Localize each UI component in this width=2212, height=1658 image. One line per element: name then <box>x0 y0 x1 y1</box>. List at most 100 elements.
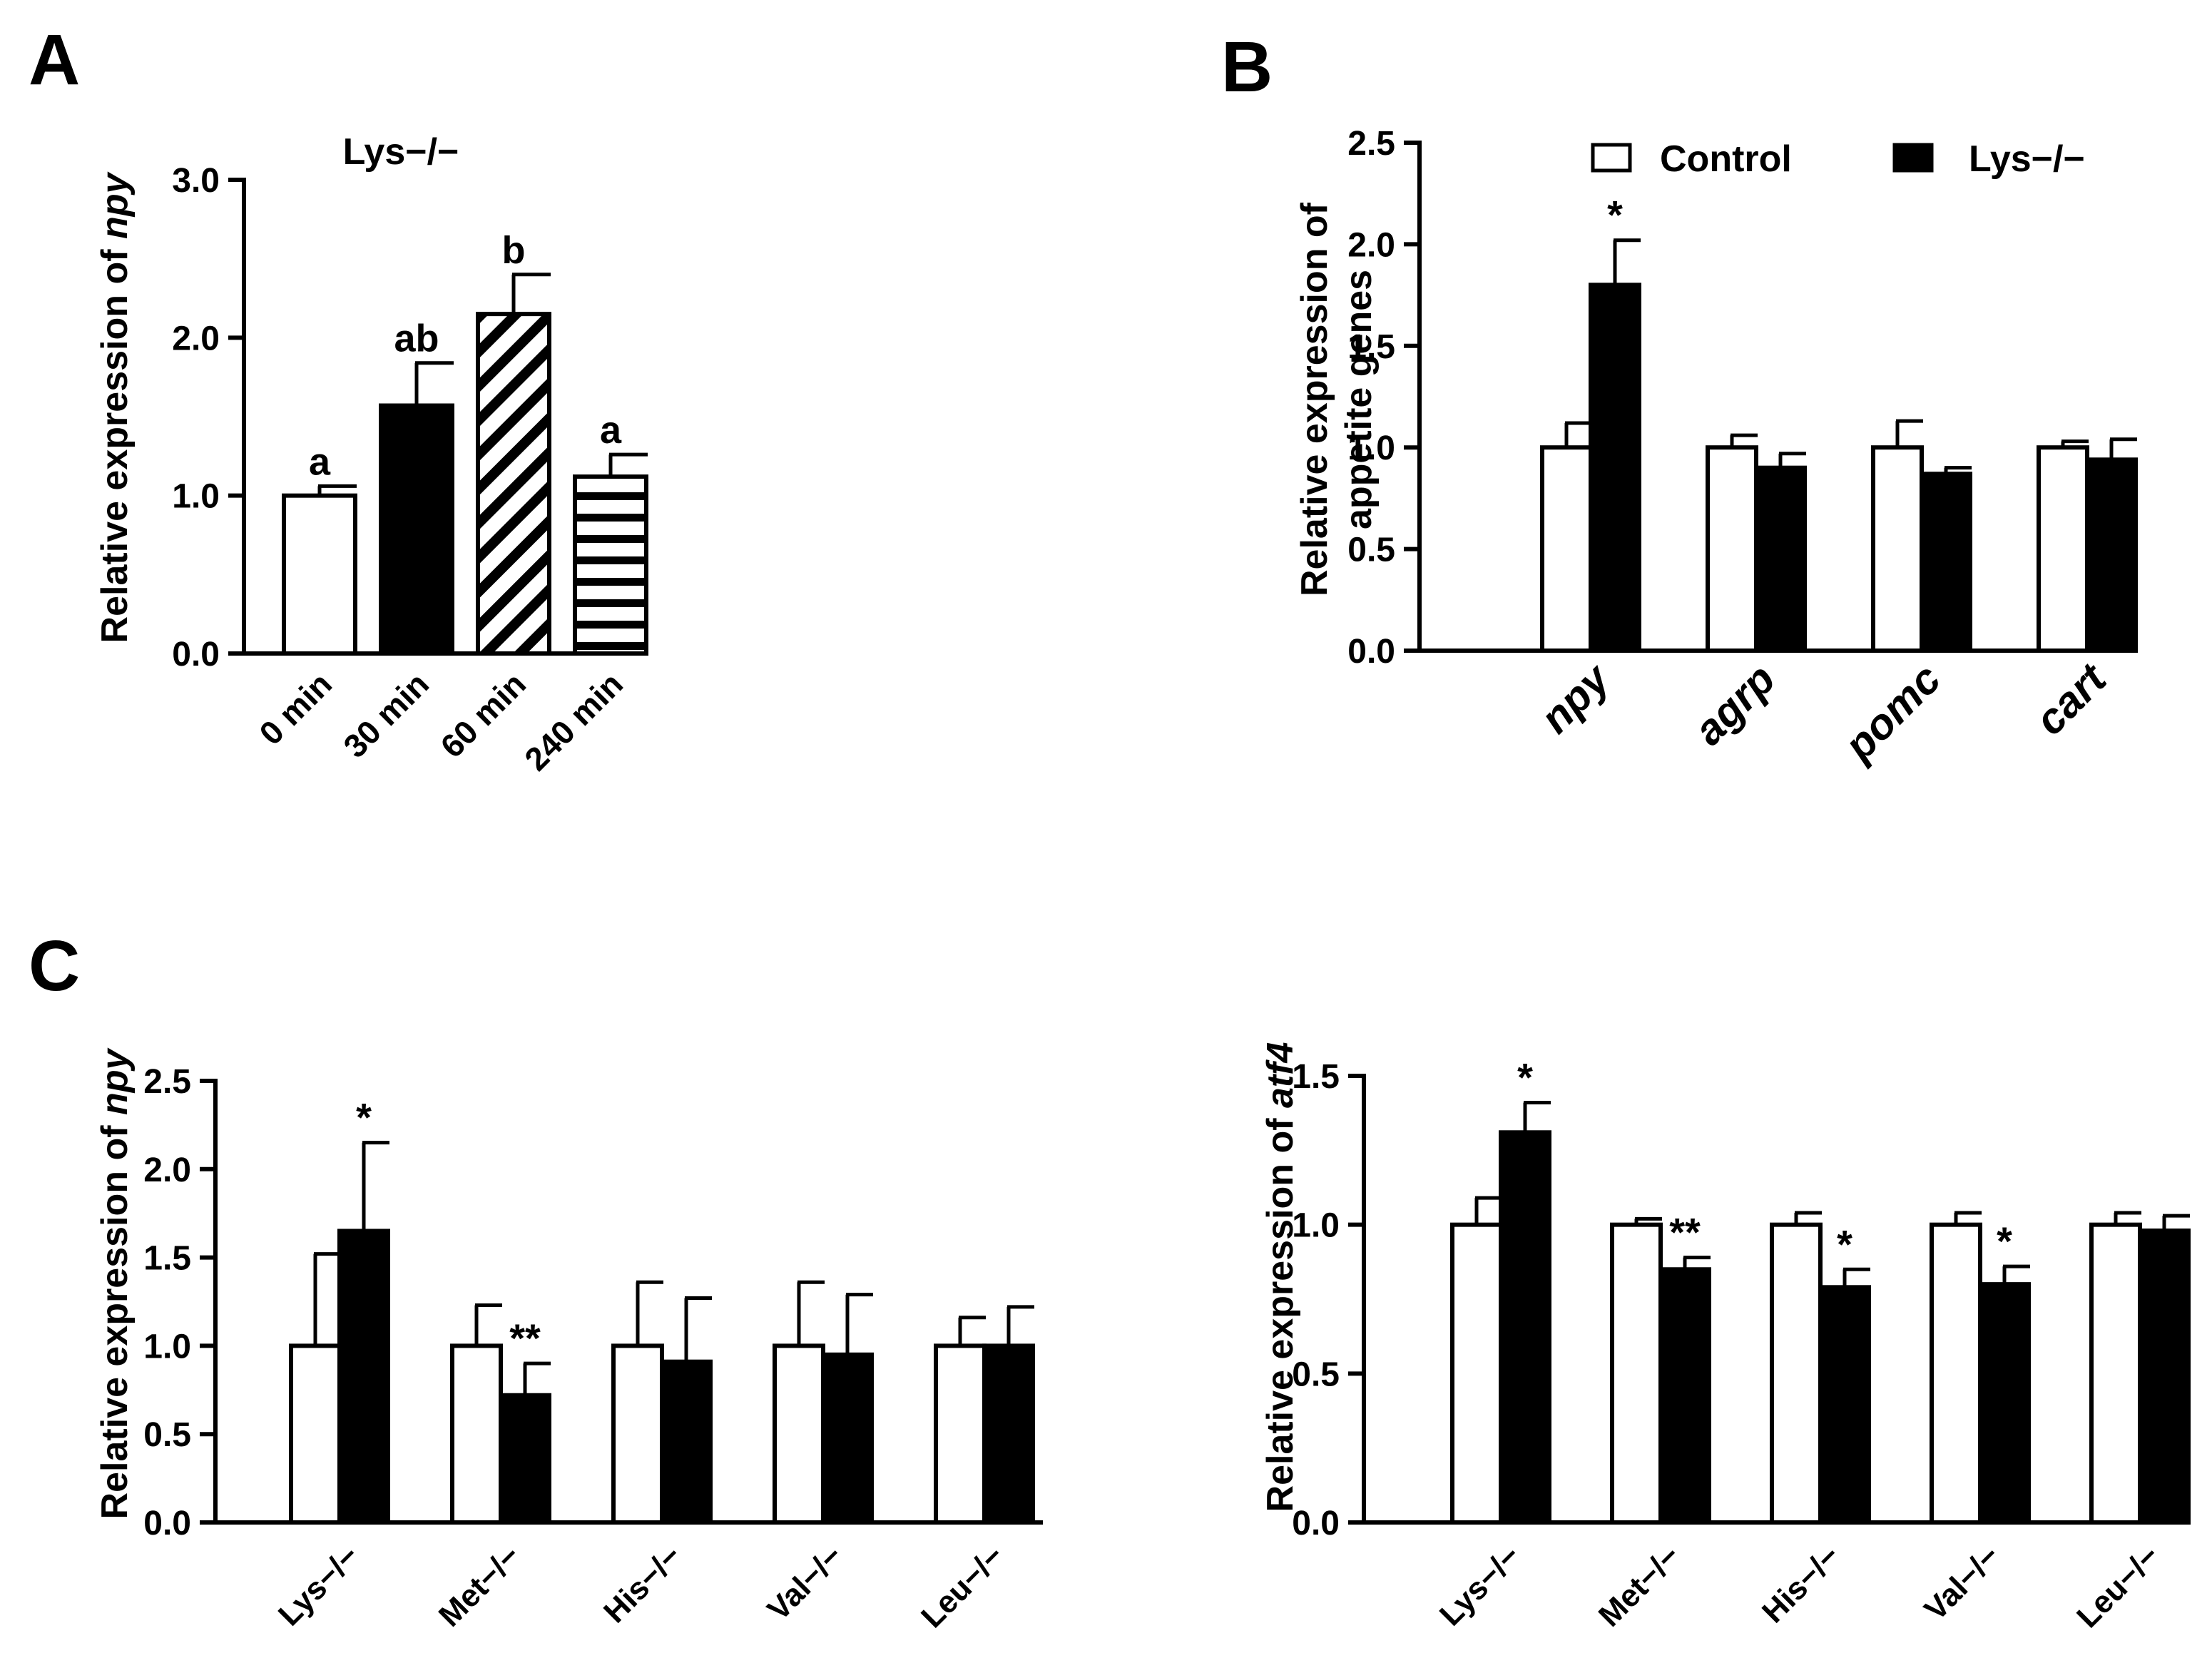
panel-c1-bar <box>289 1343 342 1525</box>
panel-b-ylabel-line2: appetite genes <box>1338 270 1380 529</box>
panel-c1-plot: 0.0 0.5 1.0 1.5 2.0 2.5 * Lys−/− ** Met−/− His−/− V… <box>143 1063 1043 1634</box>
panel-c1-y-tick-label: 1.0 <box>143 1328 191 1365</box>
panel-b-bar <box>2085 457 2138 653</box>
panel-c1-bar <box>821 1352 874 1525</box>
panel-c1-y-tick-label: 1.5 <box>143 1240 191 1278</box>
panel-a-y-tick-label: 2.0 <box>172 320 220 357</box>
panel-a-y-tick-label: 1.0 <box>172 478 220 516</box>
panel-c1-y-tick-label: 0.5 <box>143 1416 191 1454</box>
panel-b-x-tick-label: pomc <box>1834 655 1949 770</box>
panel-a-annotation: a <box>600 409 622 452</box>
panel-b-y-tick-label: 2.5 <box>1347 125 1395 163</box>
panel-c2-annotation: * <box>1837 1221 1852 1266</box>
panel-b: B Relative expression ofappetite genes C… <box>1221 27 2138 770</box>
panel-c1-x-tick-label: Lys−/− <box>272 1538 366 1632</box>
panel-a-annotation: ab <box>394 317 439 360</box>
panel-c1-bar <box>337 1229 390 1525</box>
panel-b-y-tick-label: 1.0 <box>1347 429 1395 467</box>
panel-c1-annotation: ** <box>509 1316 541 1361</box>
panel-b-bar <box>1754 465 1807 653</box>
panel-a-ylabel: Relative expression of npy <box>94 171 136 643</box>
panel-b-plot: 0.0 0.5 1.0 1.5 2.0 2.5 * npy agrp pomc cart <box>1347 125 2138 770</box>
panel-c2-plot: 0.0 0.5 1.0 1.5 * Lys−/− ** Met−/− * His−/− * Val−/… <box>1292 1055 2191 1634</box>
panel-c2-bar <box>1610 1222 1663 1525</box>
panel-a: A Lys−/− Relative expression of npy 0.0 1… <box>29 20 648 778</box>
panel-c2-bar <box>1450 1222 1503 1525</box>
panel-a-y-tick-label: 0.0 <box>172 636 220 673</box>
panel-c2-x-tick-label: Val−/− <box>1917 1538 2007 1627</box>
legend-swatch-lys <box>1892 143 1934 173</box>
panel-c1-y-tick-label: 0.0 <box>143 1505 191 1542</box>
panel-b-y-tick-label: 2.0 <box>1347 226 1395 264</box>
panel-c1-bar <box>934 1343 987 1525</box>
panel-b-x-tick-label: agrp <box>1685 655 1784 754</box>
panel-b-bar <box>1540 445 1593 653</box>
panel-c1: C Relative expression of npy 0.0 0.5 1.0 1.… <box>29 926 1043 1634</box>
panel-b-x-tick-label: npy <box>1531 653 1620 743</box>
panel-c2-bar <box>1770 1222 1823 1525</box>
panel-c2-x-tick-label: His−/− <box>1755 1538 1847 1629</box>
panel-c2-y-tick-label: 1.0 <box>1292 1207 1340 1245</box>
panel-c2-bar <box>1978 1282 2031 1525</box>
panel-c2-ylabel: Relative expression of atf4 <box>1260 1042 1301 1512</box>
panel-a-annotation: a <box>309 440 331 483</box>
panel-b-y-tick-label: 0.5 <box>1347 532 1395 569</box>
panel-b-ylabel-line1: Relative expression of <box>1294 202 1335 596</box>
panel-c2-y-tick-label: 0.0 <box>1292 1505 1340 1542</box>
panel-c1-bar <box>773 1343 825 1525</box>
panel-c2-annotation: ** <box>1669 1210 1701 1255</box>
panel-a-y-tick-label: 3.0 <box>172 162 220 200</box>
panel-a-x-tick-label: 240 min <box>517 665 630 778</box>
panel-c1-x-tick-label: Met−/− <box>432 1538 527 1633</box>
panel-a-bar <box>573 474 648 656</box>
panel-c2-y-tick-label: 0.5 <box>1292 1356 1340 1393</box>
panel-b-ylabel: Relative expression ofappetite genes <box>1294 202 1380 596</box>
panel-c2-x-tick-label: Met−/− <box>1592 1538 1687 1633</box>
panel-c1-x-tick-label: Leu−/− <box>914 1538 1011 1634</box>
panel-c1-bar <box>660 1359 713 1525</box>
panel-c2-bar <box>1499 1130 1551 1525</box>
panel-c2-annotation: * <box>1997 1219 2012 1263</box>
legend-swatch-control <box>1591 143 1632 173</box>
panel-a-x-tick-label: 0 min <box>252 665 339 752</box>
panel-c1-bar <box>450 1343 503 1525</box>
panel-b-bar <box>1589 283 1641 653</box>
panel-c2-bar <box>1658 1267 1711 1525</box>
panel-b-y-tick-label: 1.5 <box>1347 328 1395 366</box>
legend-label-lys: Lys−/− <box>1969 138 2085 180</box>
panel-b-legend: Control Lys−/− <box>1591 138 2085 180</box>
panel-c1-x-tick-label: His−/− <box>597 1538 688 1629</box>
panel-c2-x-tick-label: Lys−/− <box>1433 1538 1527 1632</box>
panel-a-bar <box>379 403 454 656</box>
panel-c2-bar <box>1930 1222 1982 1525</box>
panel-c2-bar <box>1818 1285 1871 1525</box>
panel-c1-ylabel: Relative expression of npy <box>94 1047 136 1519</box>
panel-a-bar <box>282 493 357 656</box>
panel-a-x-tick-label: 30 min <box>336 665 436 765</box>
panel-c2-bar <box>2089 1222 2142 1525</box>
panel-c1-annotation: * <box>356 1095 372 1140</box>
panel-a-annotation: b <box>502 229 526 272</box>
panel-b-bar <box>1706 445 1758 653</box>
panel-a-letter: A <box>29 20 80 100</box>
panel-b-bar <box>1871 445 1924 653</box>
panel-c2: Relative expression of atf4 0.0 0.5 1.0 1.5… <box>1260 1042 2191 1634</box>
panel-c-letter: C <box>29 926 80 1006</box>
panel-c1-bar <box>982 1343 1035 1525</box>
panel-c1-y-tick-label: 2.0 <box>143 1151 191 1189</box>
panel-b-letter: B <box>1221 27 1273 107</box>
panel-b-x-tick-label: cart <box>2026 653 2116 744</box>
legend-label-control: Control <box>1660 138 1792 180</box>
panel-c1-bar <box>611 1343 664 1525</box>
panel-c2-bar <box>2138 1229 2191 1525</box>
panel-c2-x-tick-label: Leu−/− <box>2070 1538 2166 1634</box>
panel-b-annotation: * <box>1607 193 1623 238</box>
panel-c1-y-tick-label: 2.5 <box>143 1063 191 1101</box>
panel-c2-y-tick-label: 1.5 <box>1292 1058 1340 1096</box>
panel-b-bar <box>2037 445 2089 653</box>
panel-c1-x-tick-label: Val−/− <box>760 1538 850 1627</box>
panel-c1-bar <box>499 1393 551 1525</box>
panel-a-title: Lys−/− <box>343 131 459 173</box>
